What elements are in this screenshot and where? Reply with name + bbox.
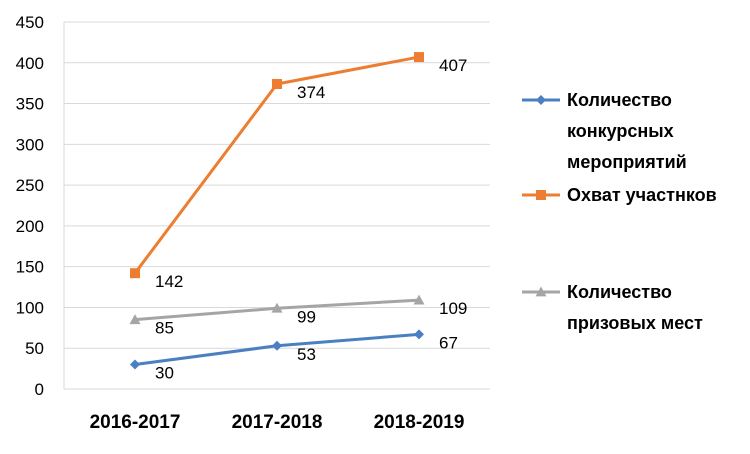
data-label: 374 <box>297 83 325 102</box>
triangle-marker <box>413 294 425 305</box>
y-tick-label: 300 <box>16 135 44 154</box>
square-marker <box>130 268 140 279</box>
y-tick-label: 0 <box>35 380 44 399</box>
y-tick-label: 350 <box>16 95 44 114</box>
legend-item-1: Количество конкурсных мероприятий <box>522 90 687 172</box>
x-tick-label: 2017-2018 <box>232 412 323 433</box>
data-label: 53 <box>297 345 316 364</box>
legend-label: конкурсных <box>567 121 674 141</box>
data-label: 407 <box>439 56 467 75</box>
data-label: 67 <box>439 333 458 352</box>
y-tick-label: 200 <box>16 217 44 236</box>
square-marker <box>536 190 546 200</box>
series-line-2 <box>133 55 420 275</box>
data-label: 109 <box>439 299 467 318</box>
data-labels: 30 53 67 142 374 407 85 99 109 <box>155 56 467 382</box>
diamond-marker <box>536 95 546 105</box>
legend-item-3: Количество призовых мест <box>522 282 703 333</box>
square-marker <box>272 78 282 89</box>
data-label: 99 <box>297 307 316 326</box>
diamond-marker <box>272 340 282 351</box>
y-tick-label: 50 <box>25 339 44 358</box>
legend-label: Охват участнков <box>567 185 717 205</box>
diamond-marker <box>130 359 140 370</box>
y-tick-label: 400 <box>16 54 44 73</box>
series-markers <box>129 52 425 370</box>
x-tick-label: 2018-2019 <box>374 412 465 433</box>
triangle-marker <box>271 302 283 313</box>
gridlines <box>64 21 490 349</box>
x-tick-label: 2016-2017 <box>90 412 181 433</box>
data-label: 142 <box>155 272 183 291</box>
square-marker <box>414 52 424 63</box>
legend-label: мероприятий <box>567 152 687 172</box>
legend-label: Количество <box>567 90 672 110</box>
diamond-marker <box>414 329 424 340</box>
triangle-marker <box>535 286 547 297</box>
triangle-marker <box>129 314 141 325</box>
y-tick-label: 450 <box>16 13 44 32</box>
x-axis-ticks: 2016-2017 2017-2018 2018-2019 <box>90 412 465 433</box>
legend-label: призовых мест <box>567 313 703 333</box>
data-label: 85 <box>155 319 174 338</box>
data-label: 30 <box>155 364 174 383</box>
y-tick-label: 150 <box>16 258 44 277</box>
legend-label: Количество <box>567 282 672 302</box>
y-axis-ticks: 0 50 100 150 200 250 300 350 400 450 <box>16 13 44 399</box>
legend-item-2: Охват участнков <box>522 185 717 205</box>
y-tick-label: 100 <box>16 298 44 317</box>
y-tick-label: 250 <box>16 176 44 195</box>
axes <box>63 22 490 390</box>
legend: Количество конкурсных мероприятий Охват уча… <box>522 90 717 333</box>
